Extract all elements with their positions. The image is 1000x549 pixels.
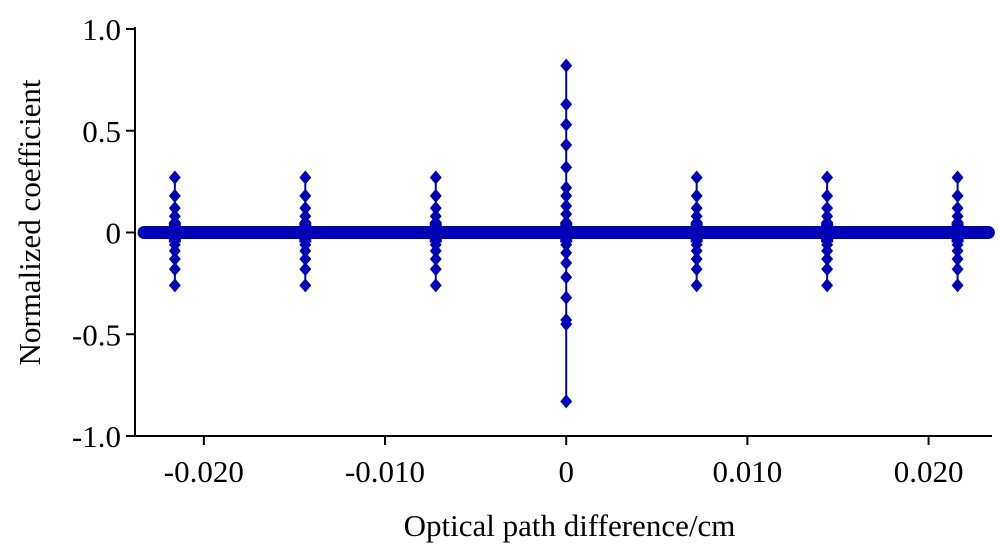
data-point xyxy=(560,180,573,195)
data-point xyxy=(429,188,442,203)
data-point xyxy=(690,243,703,258)
data-point xyxy=(821,201,834,216)
x-tick-label: 0.010 xyxy=(713,454,783,489)
data-point xyxy=(429,219,442,234)
data-point xyxy=(560,199,573,214)
data-point xyxy=(560,58,573,73)
data-point xyxy=(951,251,964,266)
data-point xyxy=(168,278,181,293)
data-point xyxy=(299,251,312,266)
data-point xyxy=(560,237,573,252)
data-point xyxy=(299,278,312,293)
data-point xyxy=(951,188,964,203)
data-point xyxy=(951,201,964,216)
data-point xyxy=(951,278,964,293)
data-point xyxy=(560,270,573,285)
data-point xyxy=(168,188,181,203)
data-point xyxy=(690,201,703,216)
data-point xyxy=(821,170,834,185)
data-point xyxy=(560,207,573,222)
y-tick-label: -1.0 xyxy=(72,419,121,454)
data-point xyxy=(951,219,964,234)
data-point xyxy=(821,243,834,258)
data-point xyxy=(690,278,703,293)
data-point xyxy=(690,251,703,266)
x-tick-label: -0.020 xyxy=(164,454,244,489)
data-point xyxy=(299,188,312,203)
data-point xyxy=(299,262,312,277)
data-point xyxy=(560,290,573,305)
tick-layer: 1.0 0.5 0 -0.5 -1.0 -0.020 -0.010 0 0.010 0.020 xyxy=(72,12,964,489)
data-point xyxy=(690,219,703,234)
data-point xyxy=(168,170,181,185)
data-point xyxy=(299,170,312,185)
data-point xyxy=(560,219,573,234)
y-tick-label: 0.5 xyxy=(82,114,121,149)
y-tick-label: -0.5 xyxy=(72,317,121,352)
y-tick-label: 0 xyxy=(106,216,122,251)
data-point xyxy=(429,251,442,266)
data-point xyxy=(429,243,442,258)
data-point xyxy=(560,137,573,152)
data-point xyxy=(821,219,834,234)
data-point xyxy=(560,117,573,132)
data-point xyxy=(429,262,442,277)
data-point xyxy=(560,97,573,112)
data-point xyxy=(560,317,573,332)
data-point xyxy=(168,243,181,258)
data-point xyxy=(560,394,573,409)
data-point xyxy=(429,278,442,293)
data-point xyxy=(299,219,312,234)
data-point xyxy=(821,251,834,266)
x-tick-label: 0 xyxy=(558,454,574,489)
data-point xyxy=(690,170,703,185)
data-point xyxy=(168,201,181,216)
data-point xyxy=(560,188,573,203)
data-point xyxy=(690,262,703,277)
data-point xyxy=(429,201,442,216)
data-point xyxy=(560,245,573,260)
data-point xyxy=(299,243,312,258)
data-point xyxy=(168,262,181,277)
x-tick-label: 0.020 xyxy=(894,454,964,489)
data-point xyxy=(560,256,573,271)
marker-layer xyxy=(168,58,964,409)
x-tick-label: -0.010 xyxy=(345,454,425,489)
x-axis-label: Optical path difference/cm xyxy=(404,508,736,543)
data-point xyxy=(821,262,834,277)
data-point xyxy=(168,251,181,266)
data-point xyxy=(690,188,703,203)
data-point xyxy=(429,170,442,185)
data-point xyxy=(951,243,964,258)
data-point xyxy=(821,188,834,203)
data-point xyxy=(821,278,834,293)
y-axis-label: Normalized coefficient xyxy=(12,79,47,365)
data-point xyxy=(951,262,964,277)
data-point xyxy=(168,219,181,234)
y-tick-label: 1.0 xyxy=(82,12,121,47)
data-point xyxy=(560,160,573,175)
data-point xyxy=(951,170,964,185)
data-point xyxy=(299,201,312,216)
